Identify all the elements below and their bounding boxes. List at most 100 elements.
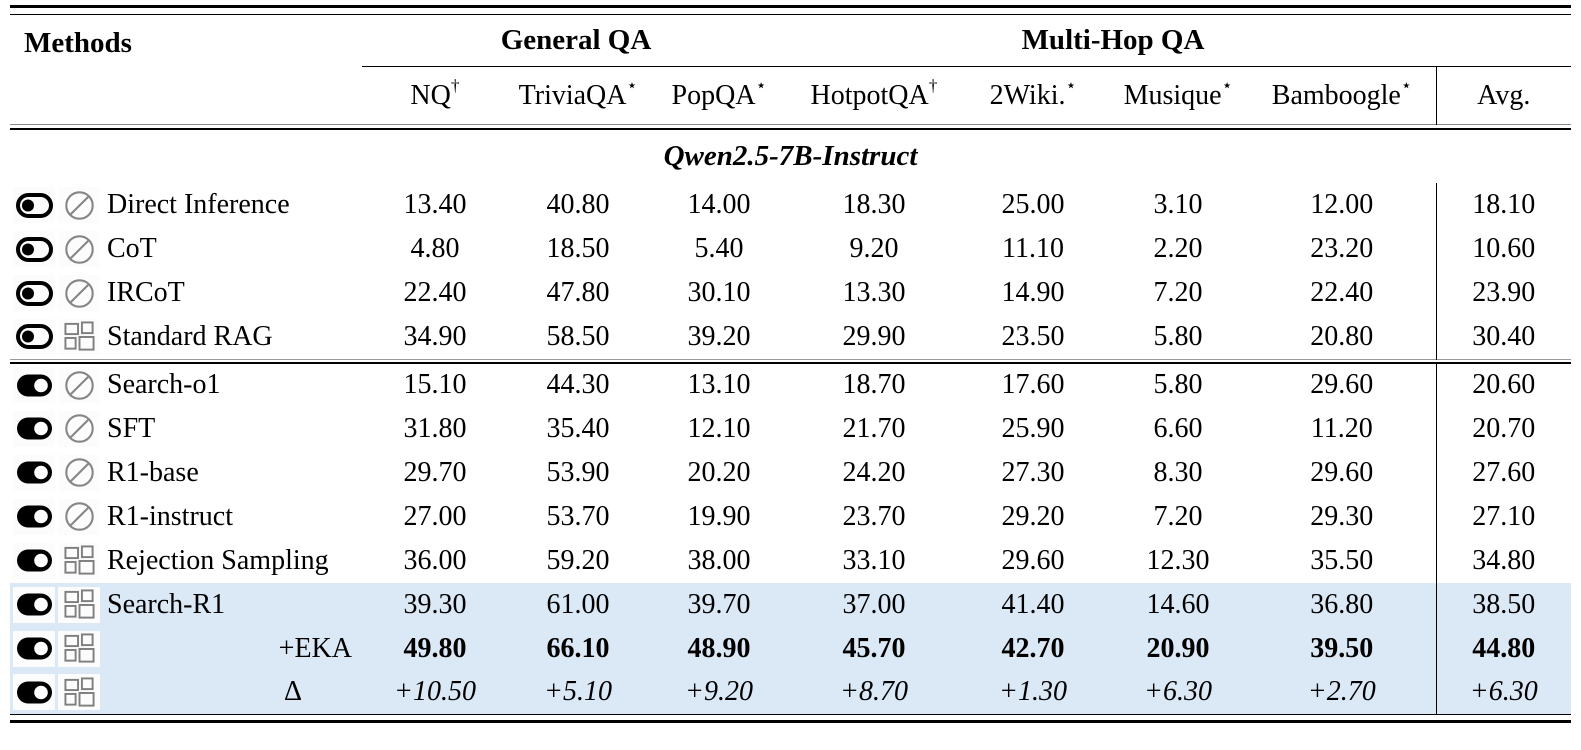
score-cell: 22.40 [1310,277,1374,308]
group-header-general-qa: General QA [362,14,790,67]
bottom-rule [10,714,1571,723]
toggle-on-icon [16,548,53,573]
score-cell: +10.50 [362,670,508,715]
score-cell: 27.00 [403,500,467,532]
toggle-on-icon [16,460,53,485]
retrieval-grid-icon [63,632,96,665]
score-cell: 34.90 [403,320,467,352]
score-cell: 9.20 [849,233,899,264]
retrieval-iconbox [58,586,100,623]
score-cell: 15.10 [403,369,467,400]
method-label: Search-o1 [107,369,221,400]
score-cell: 47.80 [546,277,610,308]
score-cell: 13.30 [842,277,906,308]
avg-score-cell: 20.60 [1435,362,1571,407]
avg-score-cell: 18.10 [1435,183,1571,227]
llm-iconbox [13,586,55,623]
method-cell: +EKA [10,626,362,671]
no-retrieval-icon [63,500,96,533]
star-mark: ⋆ [1221,76,1233,96]
score-cell: 36.80 [1248,582,1436,627]
score-cell: 7.20 [1153,500,1203,532]
avg-score-cell: 27.10 [1435,494,1571,539]
method-cell: SFT [10,407,362,451]
dagger-mark: † [928,76,938,96]
score-cell: 29.60 [1310,456,1374,488]
benchmark-results-table: Methods General QA Multi-Hop QA NQ† Triv… [10,5,1571,723]
score-cell: 35.40 [546,412,610,444]
column-header-nq: NQ† [410,76,460,111]
table-row: Direct Inference 13.40 40.80 14.00 18.30… [10,183,1571,227]
score-cell: 39.50 [1248,626,1436,671]
score-cell: 6.60 [1153,412,1203,444]
score-cell: 29.60 [1310,369,1374,400]
score-cell: 22.40 [403,277,467,308]
method-cell: Rejection Sampling [10,539,362,583]
no-retrieval-icon [63,233,96,266]
score-cell: 35.50 [1310,544,1374,576]
score-cell: 18.50 [546,233,610,264]
mid-rule [10,358,1571,364]
method-label: Search-R1 [107,588,226,620]
method-label: Direct Inference [107,189,290,220]
table-row: Search-R1 39.30 61.00 39.70 37.00 41.40 … [10,582,1571,627]
score-cell: 41.40 [958,582,1108,627]
retrieval-grid-icon [63,544,96,577]
no-retrieval-icon [63,277,96,310]
score-cell: 29.90 [842,320,906,352]
score-cell: 24.20 [842,456,906,488]
methods-column-header: Methods [24,27,132,59]
column-header-popqa: PopQA⋆ [671,76,767,111]
method-label: Rejection Sampling [107,544,329,576]
retrieval-iconbox [58,410,100,447]
retrieval-iconbox [58,231,100,267]
score-cell: 20.90 [1108,626,1248,671]
score-cell: 12.10 [687,412,751,444]
llm-iconbox [13,275,55,311]
toggle-on-icon [16,373,53,398]
score-cell: 40.80 [546,189,610,220]
score-cell: 23.20 [1310,233,1374,264]
method-label: SFT [107,412,156,444]
score-cell: 13.10 [687,369,751,400]
table-row: Δ +10.50 +5.10 +9.20 +8.70 +1.30 +6.30 +… [10,670,1571,715]
score-cell: 58.50 [546,320,610,352]
score-cell: +5.10 [508,670,648,715]
avg-score-cell: 20.70 [1435,406,1571,451]
method-cell: R1-base [10,451,362,495]
frozen-llm-rows: Direct Inference 13.40 40.80 14.00 18.30… [10,183,1571,359]
group-header-avg-spacer [1436,14,1571,67]
score-cell: 53.70 [546,500,610,532]
avg-score-cell: 30.40 [1435,315,1571,359]
method-cell: R1-instruct [10,495,362,539]
score-cell: 27.30 [1001,456,1065,488]
score-cell: 29.70 [403,456,467,488]
score-cell: 14.90 [1001,277,1065,308]
toggle-on-icon [16,504,53,529]
score-cell: 5.40 [694,233,744,264]
avg-score-cell: 34.80 [1435,538,1571,583]
retrieval-iconbox [58,674,100,711]
group-header-row: Methods General QA Multi-Hop QA [10,14,1571,67]
score-cell: 20.20 [687,456,751,488]
score-cell: 61.00 [508,582,648,627]
toggle-on-icon [16,680,53,705]
column-header-musique: Musique⋆ [1123,76,1233,111]
score-cell: 29.60 [1001,544,1065,576]
retrieval-iconbox [58,498,100,535]
toggle-on-icon [16,416,53,441]
score-cell: 11.20 [1310,412,1373,444]
llm-iconbox [13,187,55,223]
method-cell: Search-R1 [10,582,362,627]
score-cell: 36.00 [403,544,467,576]
star-mark: ⋆ [1065,76,1077,96]
no-retrieval-icon [63,456,96,489]
score-cell: 23.50 [1001,320,1065,352]
score-cell: 11.10 [1002,233,1064,264]
column-header-triviaqa: TriviaQA⋆ [518,76,638,111]
method-cell: Search-o1 [10,363,362,407]
star-mark: ⋆ [626,76,638,96]
score-cell: 17.60 [1001,369,1065,400]
score-cell: 39.20 [687,320,751,352]
avg-score-cell: 23.90 [1435,271,1571,315]
